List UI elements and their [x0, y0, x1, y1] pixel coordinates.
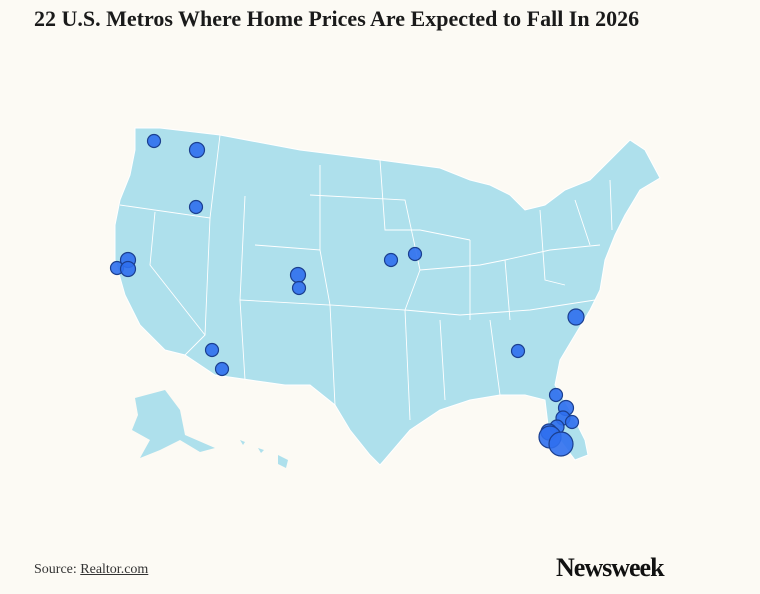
lower-48	[114, 127, 661, 466]
page-title: 22 U.S. Metros Where Home Prices Are Exp…	[34, 6, 640, 31]
metro-dots	[109, 133, 585, 457]
source: Source: Realtor.com	[34, 562, 148, 578]
state-lines	[119, 134, 613, 421]
logo: Newsweek	[556, 553, 665, 582]
hawaii	[240, 440, 288, 468]
source-link[interactable]: Realtor.com	[80, 562, 149, 577]
source-label: Source:	[34, 562, 77, 577]
alaska	[132, 390, 215, 458]
